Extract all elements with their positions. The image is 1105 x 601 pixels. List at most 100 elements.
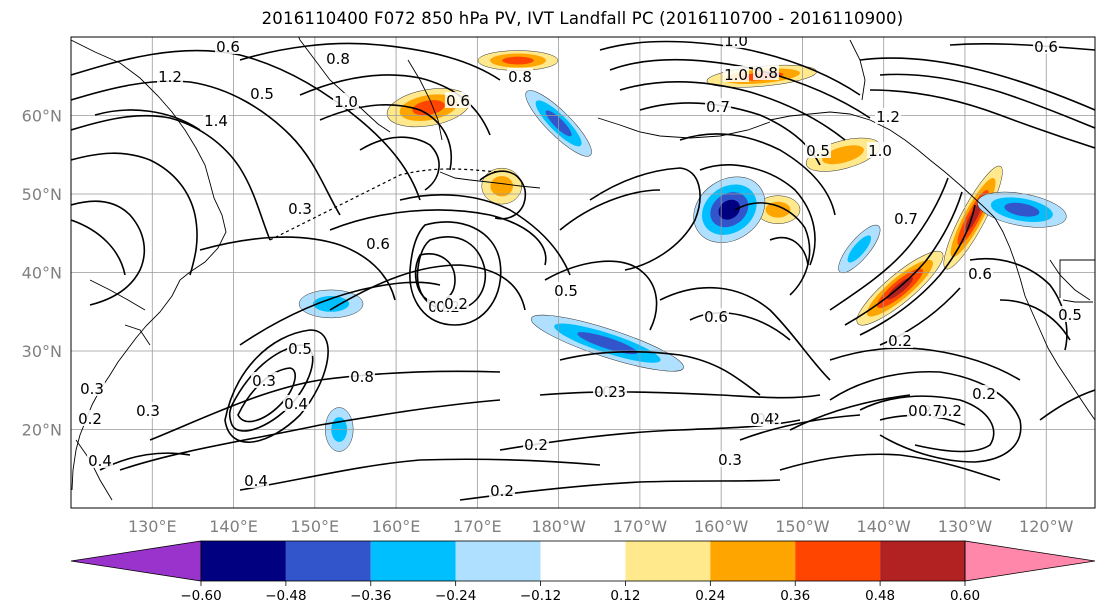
anomaly-level — [1004, 202, 1040, 217]
contour-label-bg — [753, 64, 779, 80]
contour-label: 0.5 — [806, 142, 830, 160]
contour-label: 1.0 — [724, 66, 748, 84]
contour-label-bg — [157, 68, 183, 84]
gridlines — [71, 37, 1095, 508]
contour-label: 0.4 — [244, 472, 268, 490]
contour-label: 0.5 — [1058, 306, 1082, 324]
contour-label-bg — [349, 368, 375, 384]
contour-label-bg — [937, 402, 963, 418]
contour-label: 0.6 — [446, 92, 470, 110]
contour-label-bg — [287, 340, 313, 356]
latitude-tick-labels: 20°N 30°N 40°N 50°N 60°N — [22, 107, 62, 440]
contour-label: 0.5 — [554, 282, 578, 300]
longitude-tick-labels: 130°E 140°E 150°E 160°E 170°E 180°W 170°W 160°W… — [128, 517, 1074, 536]
colorbar-bin — [201, 541, 286, 581]
contour-label: 0.2 — [524, 436, 548, 454]
dashed-track — [269, 168, 501, 241]
anomaly-level — [847, 235, 872, 263]
contour-label-bg — [489, 482, 515, 498]
contour-label: 0.7 — [894, 210, 918, 228]
contour-label: 0.5 — [250, 85, 274, 103]
colorbar-bin — [370, 541, 456, 581]
contour-label-bg — [249, 85, 275, 101]
contour-label-bg — [251, 372, 277, 388]
lat-tick-label: 30°N — [22, 342, 62, 361]
contour-label-bg — [749, 410, 775, 426]
contour-label: 0.6 — [366, 235, 390, 253]
lon-tick-label: 130°E — [128, 517, 177, 536]
contour-label: 0.4 — [88, 452, 112, 470]
contour-label-bg — [553, 282, 579, 298]
contour-label: 0.6 — [1034, 38, 1058, 56]
contour-label: 0.6 — [968, 265, 992, 283]
colorbar-frame — [200, 540, 966, 582]
contour-label: 1.4 — [204, 112, 228, 130]
contour-label: 0.2 — [888, 332, 912, 350]
contour-label: 0.4 — [284, 395, 308, 413]
contour-label: 0.6 — [704, 308, 728, 326]
lon-tick-label: 130°W — [938, 517, 993, 536]
colorbar-tick-label: −0.48 — [265, 588, 306, 601]
contour-label-bg — [593, 383, 619, 399]
anomaly-level — [765, 201, 791, 218]
colorbar-tick-label: 0.48 — [865, 588, 895, 601]
anomaly-level — [886, 277, 913, 300]
contour-label-bg — [717, 451, 743, 467]
contour-label: 0.2 — [938, 402, 962, 420]
contour-label-bg — [705, 98, 731, 114]
contour-label: 0.5 — [288, 340, 312, 358]
contour-label-bg — [243, 472, 269, 488]
contour-label-bg — [723, 66, 749, 82]
chart-title: 2016110400 F072 850 hPa PV, IVT Landfall… — [261, 9, 904, 28]
contour-label-bg — [867, 142, 893, 158]
contour-label-bg — [1057, 306, 1083, 322]
contour-label-bg — [443, 295, 469, 311]
contour-label: 0.3 — [288, 200, 312, 218]
colorbar-bin — [880, 541, 965, 581]
anomaly-level — [412, 100, 445, 116]
colorbar-tick-label: 0.24 — [695, 588, 725, 601]
colorbar-tick-label: −0.36 — [350, 588, 391, 601]
negative-pv-anomaly — [838, 224, 881, 274]
contour-label: 0.8 — [508, 68, 532, 86]
lon-tick-label: 160°W — [694, 517, 749, 536]
colorbar-bin — [710, 541, 796, 581]
contour-label: 0.3 — [80, 380, 104, 398]
negative-pv-anomaly — [977, 191, 1067, 228]
contour-label-bg — [135, 402, 161, 418]
lat-tick-label: 50°N — [22, 185, 62, 204]
colorbar-extend-max — [964, 540, 1096, 582]
contour-label-bg — [333, 93, 359, 109]
contour-label: 0.2 — [972, 385, 996, 403]
contour-label: 0.2 — [490, 482, 514, 500]
contour-label-bg — [893, 210, 919, 226]
lon-tick-label: 170°E — [453, 517, 502, 536]
contour-label: 0.3 — [136, 402, 160, 420]
contour-label: 0.6 — [216, 38, 240, 56]
contour-label-bg — [287, 200, 313, 216]
colorbar-bin — [455, 541, 541, 581]
contour-label: 0.2 — [78, 410, 102, 428]
anomaly-level — [312, 296, 350, 312]
contour-label: 0.8 — [350, 368, 374, 386]
negative-pv-anomaly — [693, 176, 766, 243]
lon-tick-label: 170°W — [613, 517, 668, 536]
colorbar-bin — [285, 541, 371, 581]
anomaly-level — [577, 332, 638, 355]
contour-label: 0.3 — [718, 451, 742, 469]
map-frame — [70, 36, 1096, 509]
negative-pv-anomaly — [298, 289, 364, 319]
contour-label-bg — [283, 395, 309, 411]
contour-label-bg — [445, 92, 471, 108]
colorbar-tick-label: 0.60 — [950, 588, 980, 601]
contour-label-bg — [875, 108, 901, 124]
contour-label: 0.8 — [326, 50, 350, 68]
coastlines — [71, 37, 1095, 501]
lon-tick-label: 180°W — [531, 517, 586, 536]
contour-label: 1.0 — [868, 142, 892, 160]
lon-tick-label: 120°W — [1019, 517, 1074, 536]
contour-label-bg — [523, 436, 549, 452]
anomaly-level — [822, 145, 864, 165]
colorbar-bin — [795, 541, 881, 581]
